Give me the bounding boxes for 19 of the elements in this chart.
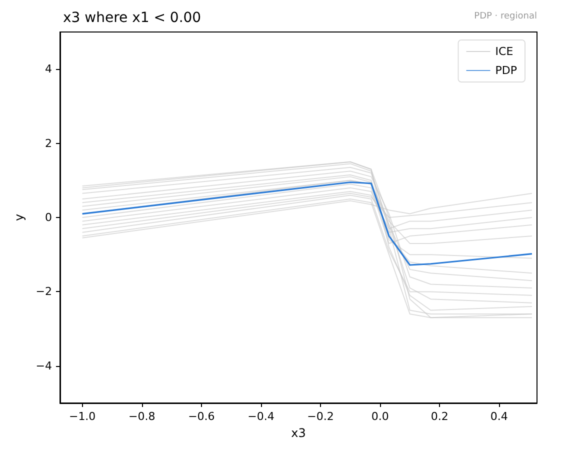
x-tick-label: −0.2 <box>307 410 334 423</box>
y-tick-label: 4 <box>45 62 52 76</box>
x-tick-label: 0.4 <box>490 410 508 423</box>
x-tick-label: −1.0 <box>68 410 96 423</box>
y-tick-label: −2 <box>36 285 52 298</box>
y-tick-label: −4 <box>36 359 52 372</box>
y-tick-label: 0 <box>45 211 52 224</box>
x-tick-label: −0.4 <box>248 410 274 423</box>
x-axis-title: x3 <box>291 426 306 440</box>
x-tick-label: 0.2 <box>430 410 448 423</box>
y-tick-label: 2 <box>45 136 52 150</box>
y-axis-title: y <box>12 214 26 222</box>
legend-label: ICE <box>495 45 514 58</box>
chart-title: x3 where x1 < 0.00 <box>63 10 202 26</box>
x-tick-label: −0.6 <box>188 410 215 423</box>
legend-label: PDP <box>495 64 518 77</box>
x-tick-label: 0.0 <box>371 410 389 423</box>
x-tick-label: −0.8 <box>128 410 156 423</box>
text: PDP · regional <box>474 12 538 22</box>
